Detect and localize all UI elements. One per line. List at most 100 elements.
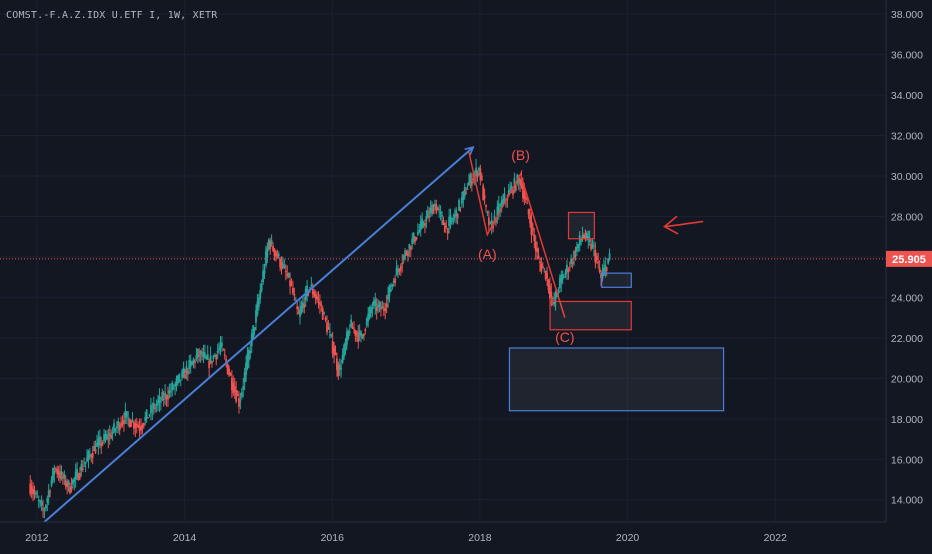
candle-body [310, 284, 313, 287]
candle-body [345, 331, 348, 345]
candle-body [408, 244, 411, 249]
trend-arrow[interactable] [43, 148, 472, 523]
candle-body [551, 298, 554, 300]
candle-body [372, 300, 375, 306]
candle-body [371, 307, 374, 309]
candle-body [232, 382, 235, 394]
candle-body [407, 251, 409, 257]
candle-body [475, 167, 477, 175]
candle-body [546, 273, 548, 279]
candle-body [443, 223, 446, 233]
candle-body [364, 329, 367, 332]
candle-body [255, 310, 257, 323]
candle-body [152, 402, 155, 410]
candle-body [394, 278, 397, 283]
candle-body [47, 490, 50, 498]
candle-body [40, 501, 43, 506]
annotations[interactable]: (A) (B) (C) [43, 147, 725, 523]
candle-body [216, 351, 219, 353]
candle-body [458, 200, 460, 211]
candle-body [397, 269, 399, 273]
candle-body [382, 309, 385, 311]
candle-body [453, 214, 456, 218]
candle-body [174, 383, 176, 387]
candle-body [87, 451, 90, 460]
candle-body [570, 258, 573, 265]
candle-body [368, 307, 371, 318]
candle-body [340, 367, 343, 369]
candle-body [79, 472, 81, 478]
candle-body [428, 216, 431, 218]
abc-wave-line[interactable] [468, 151, 566, 318]
candle-body [460, 197, 463, 204]
candle-body [409, 246, 412, 251]
candle-body [263, 269, 266, 274]
candle-body [185, 366, 188, 373]
candle-body [531, 227, 534, 231]
candle-body [115, 426, 118, 429]
price-axis[interactable]: 14.00016.00018.00020.00022.00024.00026.0… [886, 9, 932, 507]
candle-body [402, 255, 405, 260]
candle-body [301, 302, 304, 309]
candle-body [96, 442, 98, 447]
candle-body [84, 461, 87, 464]
candle-body [71, 479, 74, 485]
candle-body [202, 352, 205, 357]
candle-body [91, 453, 94, 458]
candle-body [262, 270, 265, 283]
blue-zone-box[interactable] [508, 347, 725, 412]
candle-body [168, 390, 171, 394]
candle-body [416, 232, 419, 235]
candle-body [597, 261, 600, 263]
candle-body [605, 267, 608, 271]
candle-body [290, 283, 293, 285]
candle-body [333, 346, 335, 356]
candle-body [343, 344, 345, 357]
candle-body [196, 349, 199, 358]
candle-body [557, 291, 560, 293]
candle-body [280, 261, 283, 270]
candle-body [296, 306, 299, 310]
candle-body [306, 285, 309, 297]
candle-body [286, 274, 289, 276]
candle-body [495, 219, 497, 223]
candle-body [482, 185, 485, 201]
candle-body [97, 438, 100, 446]
candle-body [189, 360, 192, 367]
red-zone-box[interactable] [567, 211, 595, 240]
candle-body [279, 258, 282, 268]
symbol-header[interactable]: COMST.-F.A.Z.IDX U.ETF I, 1W, XETR [6, 10, 218, 21]
candle-body [554, 291, 557, 302]
candle-body [380, 308, 382, 310]
candle-body [266, 247, 269, 258]
red-zone-box[interactable] [549, 300, 632, 331]
candle-body [108, 433, 111, 437]
candle-body [381, 306, 384, 309]
candle-body [469, 174, 472, 183]
candle-body [293, 293, 296, 296]
candle-body [419, 221, 422, 231]
candle-body [435, 204, 438, 213]
candle-body [399, 265, 402, 270]
candle-body [358, 330, 361, 335]
candle-body [415, 237, 418, 240]
candle-body [36, 496, 39, 498]
candle-body [595, 255, 598, 261]
hand-drawn-arrow[interactable] [663, 215, 704, 235]
candle-body [309, 287, 311, 289]
y-tick-label: 34.000 [891, 90, 923, 102]
blue-zone-box[interactable] [601, 272, 632, 288]
candle-body [584, 236, 587, 240]
candle-body [561, 274, 564, 280]
candle-body [598, 267, 601, 272]
candle-body [148, 414, 151, 416]
candle-body [158, 395, 161, 404]
candle-body [401, 262, 404, 265]
candle-body [165, 396, 168, 400]
y-tick-label: 18.000 [891, 414, 923, 426]
y-tick-label: 24.000 [891, 292, 923, 304]
time-axis[interactable]: 2012 2014 2016 2018 2020 2022 [25, 532, 787, 544]
candle-body [513, 178, 516, 188]
